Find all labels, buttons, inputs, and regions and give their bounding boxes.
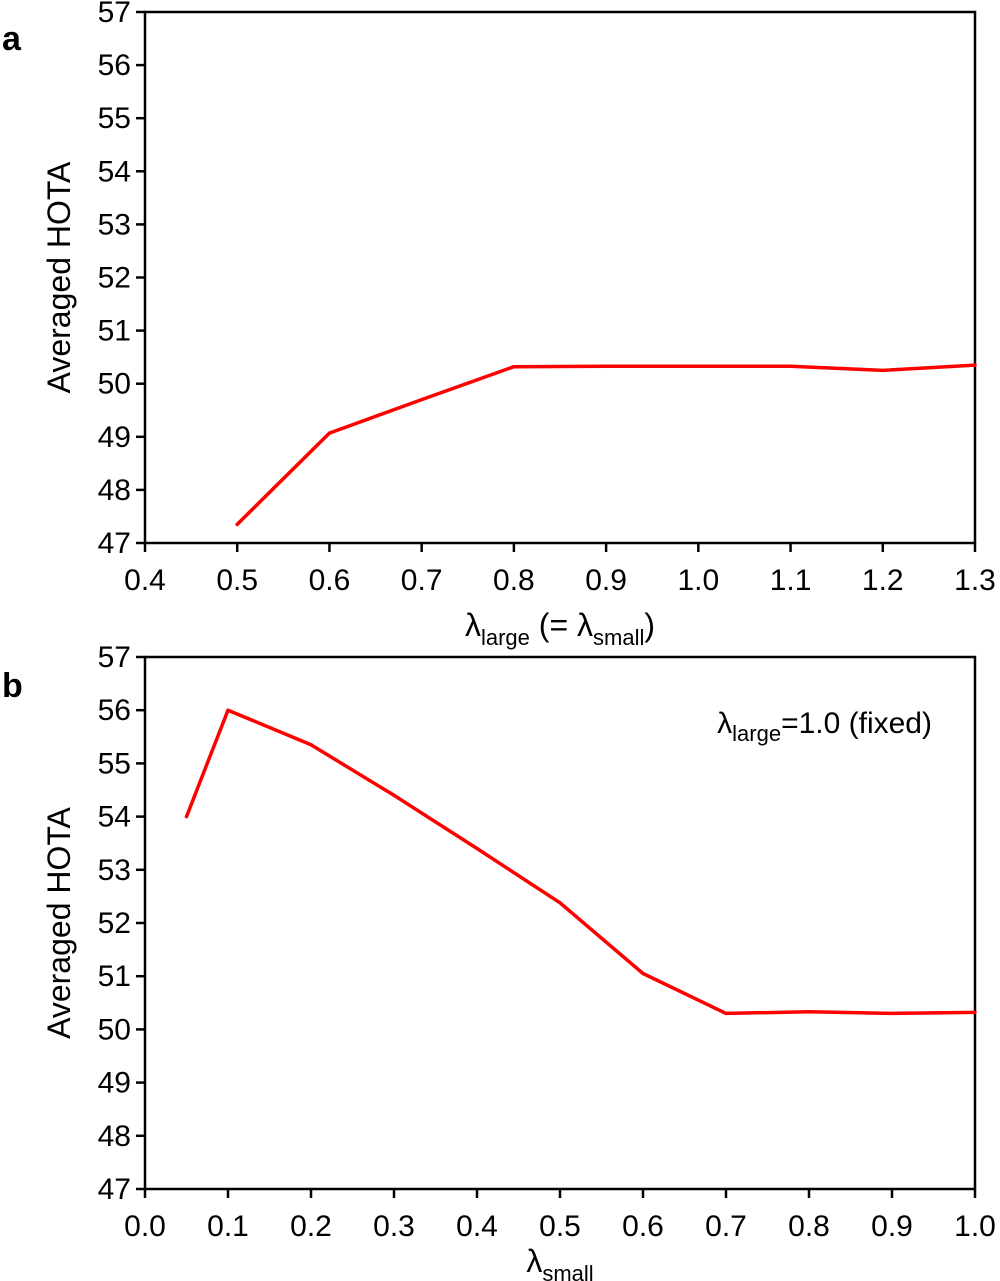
x-axis-title: λsmall xyxy=(526,1243,593,1281)
data-point xyxy=(604,364,608,368)
data-point xyxy=(641,971,645,976)
x-tick-label: 1.0 xyxy=(677,564,719,597)
x-tick-label: 0.1 xyxy=(207,1210,249,1243)
data-point xyxy=(475,846,479,851)
annotation-fixed-lambda: λlarge=1.0 (fixed) xyxy=(717,707,932,746)
y-axis-title: Averaged HOTA xyxy=(41,806,77,1038)
data-point xyxy=(558,901,562,905)
panel-a: 47 48 49 50 51 52 53 54 55 56 57 0.4 0.5 0.6 0.7 0.8 0.9… xyxy=(41,0,996,650)
y-tick-label: 54 xyxy=(98,801,131,834)
x-axis-title-part: small xyxy=(593,625,644,650)
data-point xyxy=(696,364,700,368)
x-tick-label: 0.7 xyxy=(401,564,443,597)
y-tick-label: 48 xyxy=(98,474,131,507)
data-point xyxy=(973,1010,977,1014)
x-tick-label: 0.6 xyxy=(622,1210,664,1243)
annotation-part: =1.0 (fixed) xyxy=(781,707,932,740)
y-tick-label: 56 xyxy=(98,49,131,82)
x-axis-title-part: large xyxy=(481,625,530,650)
panel-b: 47 48 49 50 51 52 53 54 55 56 57 0.0 0.1 0.2 0.3 0.4 0.5… xyxy=(41,641,996,1281)
y-tick-label: 55 xyxy=(98,102,131,135)
x-axis-title-part: λ xyxy=(465,607,481,643)
x-tick-label: 1.3 xyxy=(954,564,996,597)
x-axis-title-part: λ xyxy=(526,1243,542,1279)
y-axis-title: Averaged HOTA xyxy=(41,161,77,393)
data-point xyxy=(724,1011,728,1016)
x-tick-label: 1.1 xyxy=(770,564,812,597)
y-tick-label: 49 xyxy=(98,421,131,454)
x-tick-label: 0.8 xyxy=(788,1210,830,1243)
x-axis-title-part: small xyxy=(542,1261,593,1281)
x-axis-title-part: ) xyxy=(644,607,655,643)
x-tick-label: 1.2 xyxy=(862,564,904,597)
data-point xyxy=(890,1011,894,1016)
x-tick-label: 0.9 xyxy=(871,1210,913,1243)
data-point xyxy=(309,743,313,747)
data-point xyxy=(881,368,885,373)
x-tick-label: 0.0 xyxy=(124,1210,166,1243)
data-point xyxy=(512,365,516,369)
panel-letter-b: b xyxy=(2,667,23,705)
series-line xyxy=(235,363,977,527)
x-tick-label: 1.0 xyxy=(954,1210,996,1243)
y-tick-label: 52 xyxy=(98,907,131,940)
data-point xyxy=(807,1010,811,1014)
panel-letter-a: a xyxy=(2,20,22,58)
y-tick-label: 57 xyxy=(98,0,131,29)
x-axis-title: λlarge (= λsmall) xyxy=(465,607,655,650)
data-point xyxy=(392,793,396,797)
data-point xyxy=(184,815,189,819)
y-tick-label: 55 xyxy=(98,747,131,780)
x-tick-label: 0.6 xyxy=(309,564,351,597)
y-tick-label: 50 xyxy=(98,368,131,401)
y-tick-label: 56 xyxy=(98,694,131,727)
y-tick-label: 51 xyxy=(98,315,131,348)
x-tick-label: 0.5 xyxy=(539,1210,581,1243)
data-point xyxy=(226,708,230,712)
annotation-part: λ xyxy=(717,707,732,740)
y-tick-label: 53 xyxy=(98,208,131,241)
x-tick-label: 0.2 xyxy=(290,1210,332,1243)
y-tick-label: 51 xyxy=(98,960,131,993)
x-tick-label: 0.9 xyxy=(585,564,627,597)
y-tick-label: 54 xyxy=(98,155,131,188)
x-axis-title-part: (= λ xyxy=(530,607,593,643)
y-tick-label: 48 xyxy=(98,1120,131,1153)
x-tick-label: 0.8 xyxy=(493,564,535,597)
y-tick-label: 57 xyxy=(98,641,131,674)
y-tick-label: 52 xyxy=(98,262,131,295)
data-point xyxy=(327,431,332,435)
y-tick-label: 50 xyxy=(98,1013,131,1046)
y-tick-label: 49 xyxy=(98,1067,131,1100)
data-point xyxy=(420,398,424,402)
x-tick-label: 0.3 xyxy=(373,1210,415,1243)
y-tick-label: 53 xyxy=(98,854,131,887)
x-tick-label: 0.4 xyxy=(124,564,166,597)
y-tick-label: 47 xyxy=(98,527,131,560)
x-tick-label: 0.5 xyxy=(216,564,258,597)
data-point xyxy=(788,364,793,368)
x-tick-label: 0.7 xyxy=(705,1210,747,1243)
x-tick-label: 0.4 xyxy=(456,1210,498,1243)
data-point xyxy=(235,522,239,527)
plot-frame xyxy=(143,10,977,545)
series-line xyxy=(184,708,977,1016)
data-point xyxy=(973,363,977,367)
y-tick-label: 47 xyxy=(98,1173,131,1206)
annotation-part: large xyxy=(732,721,781,746)
